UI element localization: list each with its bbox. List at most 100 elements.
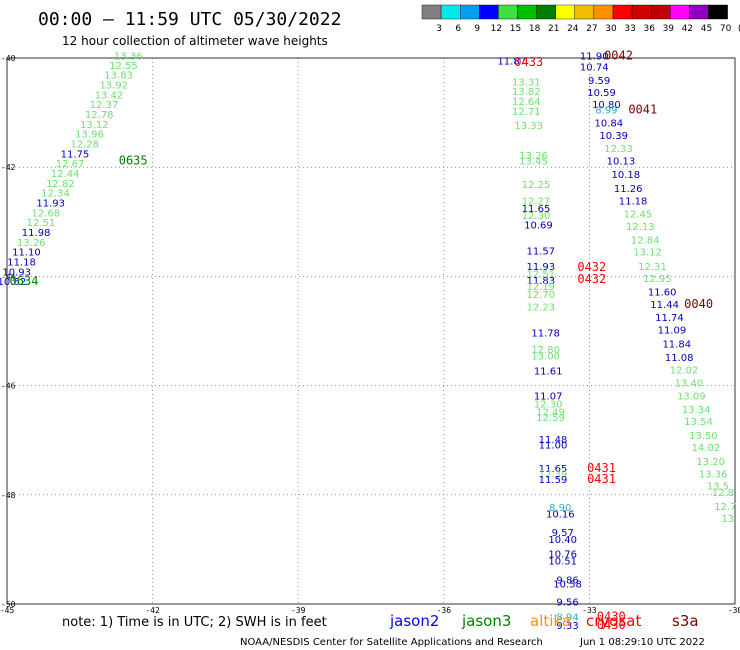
colorbar-swatch [670,4,690,20]
wave-height-value: 13.36 [114,52,143,63]
wave-height-value: 12.31 [638,262,667,273]
wave-height-value: 10.16 [546,510,575,521]
wave-height-value: 11.83 [527,276,556,287]
x-tick-label: -33 [582,606,597,615]
wave-height-value: 9.57 [552,528,574,539]
wave-height-value: 11.57 [527,247,556,258]
colorbar-swatch [440,4,461,20]
legend-jason3: jason3 [461,612,511,630]
wave-height-value: 10.80 [592,100,621,111]
wave-height-value: 9.33 [556,621,578,632]
wave-height-value: 13.54 [684,417,713,428]
colorbar-swatch [631,4,652,20]
y-tick-label: -42 [1,163,16,172]
wave-height-value: 13.40 [675,379,704,390]
wave-height-value: 13.92 [99,81,128,92]
colorbar-label: 21 [548,24,559,34]
wave-height-value: 10.18 [611,170,640,181]
wave-height-value: 12.70 [527,290,556,301]
wave-height-value: 11.09 [658,326,687,337]
wave-height-value: 12.64 [512,97,541,108]
colorbar-swatch [517,4,537,20]
wave-height-value: 12.51 [27,218,56,229]
wave-height-value: 9.59 [588,76,610,87]
plot-frame [6,57,736,605]
x-tick-label: -45 [0,606,14,615]
pass-time-label: 0040 [684,297,713,311]
wave-height-value: 12.23 [527,302,556,313]
wave-height-value: 11.18 [7,257,36,268]
wave-height-value: 12.71 [512,107,541,118]
wave-height-value: 13 [721,514,734,525]
colorbar-swatch [460,4,480,20]
wave-height-value: 13.82 [512,87,541,98]
colorbar-swatch [708,4,728,20]
wave-height-value: 8.99 [595,106,617,117]
wave-height-value: 12.27 [522,196,551,207]
wave-height-value: 13.5 [707,481,729,492]
wave-height-value: 13.33 [514,121,543,132]
wave-height-value: 11.26 [614,184,643,195]
wave-height-value: 12.55 [109,61,138,72]
colorbar-swatch [421,4,442,20]
wave-height-value: 8.94 [556,612,578,623]
wave-height-value: 12.39 [539,469,568,480]
colorbar-label: (ft) [738,24,740,34]
x-tick-label: -42 [145,606,160,615]
y-tick-label: -40 [1,54,16,63]
wave-height-value: 12.8 [712,488,734,499]
wave-height-value: 11.18 [619,196,648,207]
wave-height-value: 11.65 [539,464,568,475]
x-tick-label: -30 [728,606,740,615]
colorbar-label: 42 [682,24,693,34]
wave-height-value: 13.00 [531,351,560,362]
wave-height-value: 12.59 [536,413,565,424]
x-tick-label: -39 [291,606,306,615]
colorbar-label: 15 [510,24,521,34]
wave-height-value: 10.74 [580,63,609,74]
wave-height-value: 11.93 [36,199,65,210]
x-tick-label: -36 [437,606,452,615]
colorbar-label: 70 [720,24,732,34]
wave-height-value: 13.26 [17,238,46,249]
chart-subtitle: 12 hour collection of altimeter wave hei… [62,34,328,48]
wave-height-value: 12.44 [51,169,80,180]
wave-height-value: 10.51 [548,557,577,568]
footer-note: note: 1) Time is in UTC; 2) SWH is in fe… [62,615,327,630]
colorbar-swatch [536,4,556,20]
wave-height-value: 11.98 [22,228,51,239]
wave-height-value: 12.33 [604,144,633,155]
pass-time-label: 0432 [577,272,606,286]
generated-timestamp: Jun 1 08:29:10 UTC 2022 [579,637,705,648]
wave-height-value: 11.87 [497,57,526,68]
colorbar-label: 3 [436,24,442,34]
wave-height-value: 12.30 [522,211,551,222]
colorbar-swatch [555,4,576,20]
data-points: 13.3612.5513.8313.9213.4212.3712.7813.12… [0,52,736,632]
y-tick-label: -48 [1,491,16,500]
grid-lines [7,58,735,604]
wave-height-value: 10.69 [524,220,553,231]
wave-height-value: 12.30 [534,399,563,410]
wave-height-value: 12.28 [70,140,99,151]
wave-height-value: 12.25 [522,180,551,191]
wave-height-value: 12.84 [631,236,660,247]
wave-height-value: 10.13 [607,156,636,167]
pass-time-label: 0433 [514,55,543,69]
wave-height-value: 12.19 [527,282,556,293]
y-tick-label: -44 [1,272,16,281]
wave-height-value: 10.76 [548,550,577,561]
wave-height-value: 12.7 [714,502,736,513]
wave-height-value: 13.34 [682,405,711,416]
wave-height-value: 11.07 [534,391,563,402]
wave-height-value: 10.84 [594,118,623,129]
wave-height-value: 11.65 [522,204,551,215]
satellite-legend: jason2 jason3 altika cryosat s3a [389,612,699,630]
wave-height-value: 13.26 [519,151,548,162]
wave-height-value: 11.93 [527,262,556,273]
colorbar-swatch [498,4,518,20]
chart-title: 00:00 – 11:59 UTC 05/30/2022 [38,9,341,30]
legend-jason2: jason2 [389,612,439,630]
wave-height-value: 13.42 [95,90,124,101]
